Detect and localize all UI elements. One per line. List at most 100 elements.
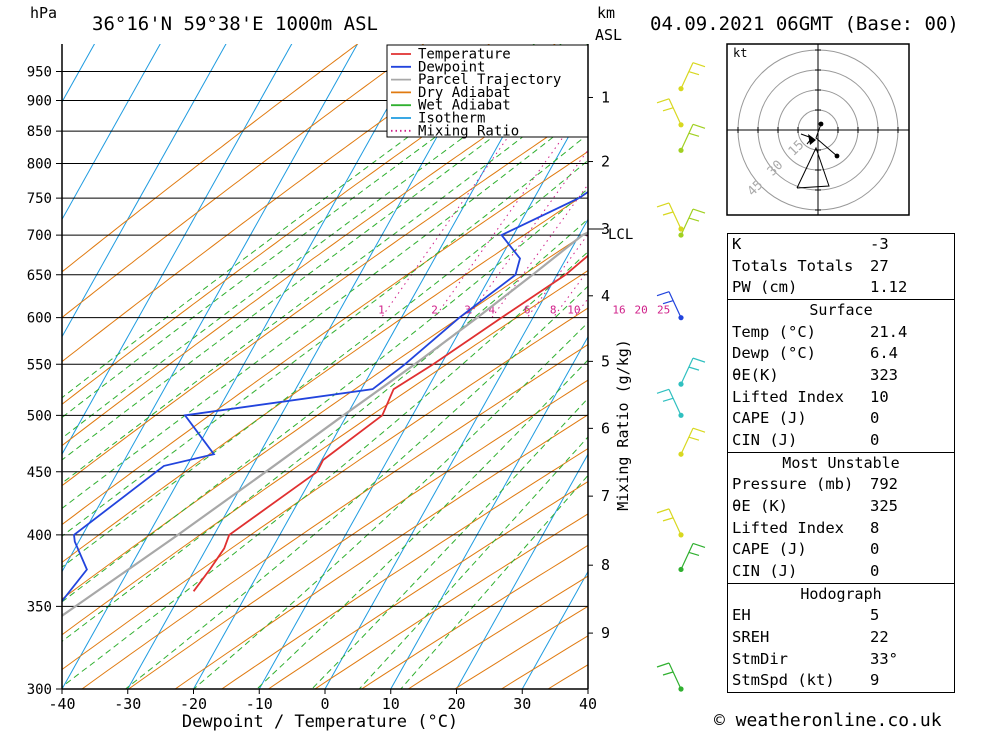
mixing-ratio-label: 3	[464, 304, 471, 317]
stat-label: CAPE (J)	[732, 540, 807, 559]
lcl-label: LCL	[608, 227, 633, 243]
legend-label: Mixing Ratio	[418, 123, 519, 139]
wind-barb-column	[656, 62, 706, 692]
wind-barb	[656, 508, 684, 538]
hodograph-point	[818, 121, 824, 127]
pressure-tick-label: 650	[27, 268, 52, 284]
pressure-tick-label: 350	[27, 599, 52, 615]
stat-label: PW (cm)	[732, 278, 798, 297]
stat-row: CAPE (J) 0	[728, 408, 954, 430]
stat-row: Lifted Index 10	[728, 387, 954, 409]
mixing-ratio-label: 20	[634, 304, 647, 317]
hodograph-stats-section: Hodograph EH 5 SREH 22 StmDir 33° StmSpd (kt) 9	[727, 582, 955, 693]
legend-label: Isotherm	[418, 111, 485, 127]
wet-adiabat-line	[62, 251, 588, 688]
pressure-tick-label: 800	[27, 157, 52, 173]
stat-label: StmSpd (kt)	[732, 671, 835, 690]
storm-motion-marker	[808, 134, 816, 145]
hodograph-trace	[796, 146, 830, 189]
stat-row: Pressure (mb) 792	[728, 474, 954, 496]
stat-value: 323	[870, 365, 898, 384]
x-axis-title: Dewpoint / Temperature (°C)	[182, 712, 458, 732]
hodograph-point	[834, 153, 840, 159]
x-tick-label: -30	[114, 695, 141, 713]
dry-adiabat-line	[81, 343, 588, 689]
stat-label: θE (K)	[732, 496, 788, 515]
stat-row: CIN (J) 0	[728, 430, 954, 452]
hodograph-stats-title: Hodograph	[800, 584, 882, 603]
legend-label: Parcel Trajectory	[418, 72, 561, 88]
pressure-tick-label: 450	[27, 465, 52, 481]
stat-row: StmSpd (kt) 9	[728, 670, 954, 692]
header-datetime: 04.09.2021 06GMT (Base: 00)	[650, 13, 959, 35]
dry-adiabat-line	[62, 191, 588, 563]
legend-label: Temperature	[418, 47, 511, 63]
stat-row: CAPE (J) 0	[728, 539, 954, 561]
x-tick-label: 20	[447, 695, 465, 713]
wind-barb	[678, 123, 706, 153]
dry-adiabat-line	[62, 44, 425, 319]
stat-value: -3	[870, 235, 889, 253]
legend-label: Dewpoint	[418, 59, 485, 75]
mixing-ratio-line	[467, 149, 588, 318]
km-tick-label: 3	[601, 220, 610, 238]
isotherm-line	[324, 218, 588, 689]
x-tick-label: 40	[579, 695, 597, 713]
wind-barb	[678, 427, 706, 457]
km-tick-label: 2	[601, 153, 610, 171]
wet-adiabat-line	[311, 397, 588, 689]
wind-barb	[678, 62, 706, 92]
x-tick-label: -10	[246, 695, 273, 713]
stat-value: 22	[870, 627, 889, 646]
legend-box	[386, 44, 589, 138]
hodograph-trace	[815, 123, 838, 157]
isotherm-line	[62, 44, 227, 338]
wind-barb	[656, 291, 684, 321]
wind-barb	[656, 662, 684, 692]
km-tick-label: 4	[601, 287, 610, 305]
wind-barb	[678, 542, 706, 573]
dewpoint-curve	[62, 190, 588, 603]
stat-row: Totals Totals 27	[728, 256, 954, 278]
stat-label: K	[732, 235, 742, 253]
mixing-ratio-label: 8	[550, 304, 557, 317]
stat-label: CIN (J)	[732, 561, 798, 580]
profile-curves	[62, 190, 588, 618]
stat-value: 9	[870, 671, 880, 690]
wind-barb	[656, 98, 684, 128]
stat-label: CAPE (J)	[732, 409, 807, 428]
surface-section: Surface Temp (°C) 21.4 Dewp (°C) 6.4 θE(K) 32…	[727, 299, 955, 452]
asl-label: ASL	[595, 26, 622, 44]
pressure-tick-label: 550	[27, 357, 52, 373]
wind-barb	[678, 208, 706, 238]
mixing-ratio-label: 16	[612, 304, 625, 317]
stat-value: 21.4	[870, 322, 908, 341]
pressure-tick-label: 950	[27, 64, 52, 80]
km-label: km	[597, 4, 615, 22]
stat-value: 33°	[870, 649, 898, 668]
stat-label: CIN (J)	[732, 431, 798, 449]
legend-label: Dry Adiabat	[418, 85, 511, 101]
x-tick-label: 10	[382, 695, 400, 713]
stat-value: 6.4	[870, 344, 898, 363]
most-unstable-title: Most Unstable	[782, 453, 900, 472]
stat-value: 1.12	[870, 278, 908, 297]
pressure-tick-label: 850	[27, 124, 52, 140]
isotherm-line	[62, 44, 96, 103]
isotherm-line	[62, 44, 161, 221]
pressure-tick-label: 300	[27, 682, 52, 698]
stat-row: Temp (°C) 21.4	[728, 322, 954, 344]
stat-label: Lifted Index	[732, 518, 844, 537]
stat-row: EH 5	[728, 605, 954, 627]
wet-adiabat-line	[62, 159, 588, 568]
stat-value: 0	[870, 561, 880, 580]
dry-adiabat-line	[267, 480, 588, 689]
wet-adiabat-line	[256, 359, 588, 689]
dry-adiabat-line	[127, 379, 588, 689]
hodograph-unit: kt	[733, 46, 747, 60]
stat-value: 10	[870, 387, 889, 406]
stat-label: Dewp (°C)	[732, 344, 816, 363]
stat-row: Lifted Index 8	[728, 518, 954, 540]
